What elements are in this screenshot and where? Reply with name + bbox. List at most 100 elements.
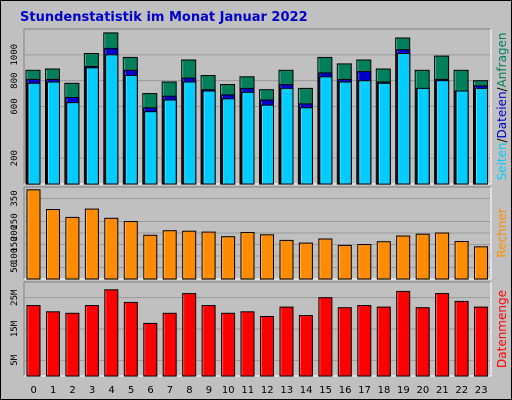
side-label-1: Rechner <box>495 208 509 257</box>
bar-datenmenge-7 <box>162 312 177 377</box>
bar-datenmenge-1 <box>46 311 60 377</box>
bar-rechner-9 <box>201 231 216 280</box>
x-tick-label: 7 <box>167 385 173 396</box>
x-tick-label: 5 <box>128 385 134 396</box>
y-tick-label: 800 <box>10 73 20 89</box>
x-tick-label: 14 <box>300 385 313 396</box>
y-tick-label: 600 <box>10 98 20 114</box>
bar-seiten-1 <box>47 81 60 185</box>
y-tick-label: 50 <box>10 262 20 273</box>
y-tick-label: 25M <box>10 289 20 306</box>
side-label-part: Rechner <box>495 208 509 257</box>
bar-datenmenge-0 <box>26 305 41 377</box>
y-tick-label: 5M <box>10 354 20 365</box>
bar-seiten-15 <box>319 76 333 185</box>
bar-seiten-6 <box>144 111 158 185</box>
bar-rechner-19 <box>396 235 411 280</box>
bar-seiten-23 <box>475 87 488 185</box>
bar-seiten-12 <box>261 104 274 185</box>
bar-seiten-2 <box>66 102 80 185</box>
bar-seiten-0 <box>27 82 41 185</box>
bar-datenmenge-10 <box>221 312 236 377</box>
bar-rechner-16 <box>337 244 352 280</box>
bar-rechner-20 <box>415 233 430 280</box>
side-label-2: Datenmenge <box>495 290 509 368</box>
bar-seiten-21 <box>436 80 450 185</box>
x-tick-label: 1 <box>50 385 56 396</box>
x-tick-label: 4 <box>108 385 114 396</box>
bar-rechner-21 <box>435 232 450 280</box>
bar-datenmenge-20 <box>415 307 430 377</box>
bar-datenmenge-2 <box>65 312 80 377</box>
bar-rechner-5 <box>123 221 138 280</box>
x-tick-label: 12 <box>261 385 274 396</box>
y-tick-label: 150 <box>10 236 20 252</box>
bar-datenmenge-6 <box>143 322 158 377</box>
panel-2: 5M 15M 25M <box>10 289 490 377</box>
bar-rechner-2 <box>65 216 80 280</box>
bar-seiten-10 <box>222 98 236 185</box>
bar-seiten-19 <box>397 53 411 185</box>
y-tick-label: 1000 <box>10 44 20 66</box>
x-tick-label: 13 <box>280 385 293 396</box>
bar-datenmenge-14 <box>298 315 313 377</box>
bar-rechner-12 <box>260 234 274 280</box>
x-tick-label: 18 <box>378 385 391 396</box>
bar-rechner-11 <box>240 232 255 280</box>
bar-datenmenge-16 <box>337 307 352 377</box>
side-label-separator: / <box>495 138 509 143</box>
bar-datenmenge-5 <box>123 301 138 377</box>
bar-rechner-1 <box>46 209 60 280</box>
x-tick-label: 16 <box>339 385 352 396</box>
bar-datenmenge-17 <box>357 305 372 377</box>
x-tick-label: 10 <box>222 385 235 396</box>
x-tick-label: 2 <box>69 385 75 396</box>
side-label-0: Seiten/Dateien/Anfragen <box>495 32 509 180</box>
bar-rechner-15 <box>318 238 333 280</box>
x-tick-label: 9 <box>206 385 212 396</box>
bar-datenmenge-12 <box>260 316 274 377</box>
bar-seiten-14 <box>299 107 313 185</box>
bar-rechner-0 <box>26 189 41 280</box>
x-tick-label: 19 <box>397 385 410 396</box>
bar-datenmenge-8 <box>182 293 197 377</box>
bar-datenmenge-18 <box>376 306 391 377</box>
chart-title: Stundenstatistik im Monat Januar 2022 <box>20 10 308 25</box>
bar-rechner-14 <box>298 242 313 280</box>
bar-datenmenge-13 <box>279 306 294 377</box>
side-label-part: Anfragen <box>495 32 509 87</box>
x-tick-label: 23 <box>475 385 488 396</box>
bar-seiten-13 <box>280 87 294 185</box>
bar-seiten-9 <box>202 90 216 185</box>
panel-0: 200 600 800 1000 <box>10 32 490 185</box>
bar-datenmenge-23 <box>474 306 488 377</box>
bar-rechner-7 <box>162 230 177 280</box>
bar-rechner-17 <box>357 244 372 280</box>
y-tick-label: 200 <box>10 225 20 241</box>
x-tick-label: 15 <box>319 385 332 396</box>
y-tick-label: 350 <box>10 190 20 206</box>
bar-seiten-22 <box>455 90 469 185</box>
x-tick-label: 6 <box>147 385 153 396</box>
bar-rechner-8 <box>182 230 197 280</box>
x-tick-label: 20 <box>417 385 430 396</box>
bar-rechner-22 <box>454 241 469 280</box>
x-axis: 0 1 2 3 4 5 6 7 8 9 10 11 12 13 14 15 16 17 18 19 20 21 22 23 <box>31 385 488 396</box>
bar-seiten-16 <box>338 81 352 185</box>
x-tick-label: 22 <box>455 385 468 396</box>
side-label-part: Dateien <box>495 91 509 138</box>
x-tick-label: 8 <box>186 385 192 396</box>
bar-rechner-23 <box>474 246 488 280</box>
bar-seiten-3 <box>85 67 99 185</box>
bar-datenmenge-21 <box>435 293 450 377</box>
y-tick-label: 100 <box>10 248 20 264</box>
bar-seiten-4 <box>105 54 119 185</box>
bar-seiten-20 <box>416 87 430 185</box>
bar-datenmenge-11 <box>240 311 255 377</box>
bar-datenmenge-22 <box>454 300 469 377</box>
